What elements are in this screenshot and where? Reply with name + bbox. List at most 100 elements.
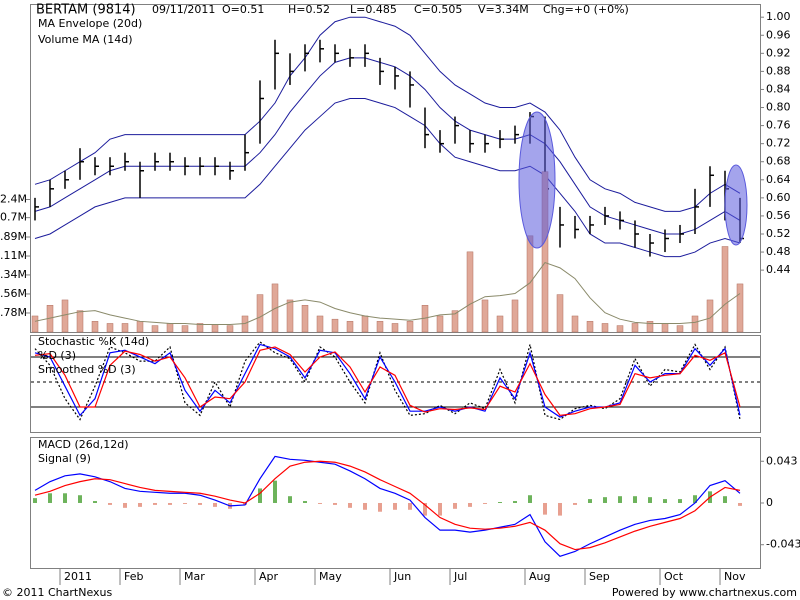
y-tick-label: 0.68 — [766, 155, 791, 168]
histogram-bar — [738, 502, 742, 506]
histogram-bar — [558, 502, 562, 516]
volume-bar — [286, 299, 294, 333]
volume-bar — [496, 315, 504, 333]
volume-bar — [61, 299, 69, 333]
volume-bar — [361, 315, 369, 333]
x-tick-label: Apr — [259, 570, 279, 583]
powered-by: Powered by www.chartnexus.com — [612, 586, 797, 599]
histogram-bar — [138, 502, 142, 507]
volume-bar — [406, 321, 414, 333]
histogram-bar — [588, 499, 592, 503]
volume-bar — [256, 294, 264, 333]
histogram-bar — [348, 502, 352, 508]
histogram-bar — [468, 502, 472, 507]
info-low: L=0.485 — [350, 3, 397, 16]
series-line — [34, 261, 741, 326]
x-tick-label: May — [319, 570, 342, 583]
y-tick-label: 0.56 — [766, 209, 791, 222]
volume-bar — [121, 323, 129, 333]
series-line — [34, 346, 741, 416]
histogram-bar — [693, 495, 697, 503]
x-tick-label: Sep — [589, 570, 610, 583]
y-tick-label: 0.60 — [766, 191, 791, 204]
histogram-bar — [318, 502, 322, 504]
histogram-bar — [633, 496, 637, 503]
volume-bar — [331, 318, 339, 333]
highlight-ellipse — [518, 111, 556, 249]
volume-bar — [196, 323, 204, 333]
volume-bar — [571, 315, 579, 333]
x-tick-label: Jun — [393, 570, 411, 583]
histogram-bar — [363, 502, 367, 510]
y-tick-label: -0.043 — [766, 538, 800, 551]
y-tick-label: 10.7M — [0, 211, 27, 224]
legend-entry: Signal (9) — [38, 452, 91, 465]
legend-entry: MA Envelope (20d) — [38, 17, 142, 30]
series-line — [34, 57, 741, 235]
y-tick-label: 1.78M — [0, 306, 27, 319]
x-tick-label: Mar — [184, 570, 205, 583]
volume-bar — [631, 323, 639, 333]
legend-entry: Smoothed %D (3) — [38, 363, 136, 376]
series-line — [34, 455, 741, 558]
y-tick-label: 0.80 — [766, 101, 791, 114]
histogram-bar — [123, 502, 127, 508]
volume-bar — [646, 321, 654, 333]
histogram-bar — [183, 502, 187, 504]
volume-bar — [451, 310, 459, 333]
histogram-bar — [723, 496, 727, 503]
volume-bar — [586, 321, 594, 333]
volume-bar — [721, 246, 729, 333]
info-change: Chg=+0 (+0%) — [543, 3, 629, 16]
histogram-bar — [273, 480, 277, 503]
y-tick-label: 0.64 — [766, 173, 791, 186]
volume-bar — [481, 299, 489, 333]
price-panel — [30, 4, 761, 333]
y-tick-label: 0.88 — [766, 64, 791, 77]
histogram-bar — [48, 493, 52, 503]
histogram-bar — [603, 497, 607, 503]
histogram-bar — [573, 502, 577, 505]
histogram-bar — [63, 493, 67, 503]
legend-entry: MACD (26d,12d) — [38, 438, 129, 451]
y-tick-label: 3.56M — [0, 287, 27, 300]
volume-bar — [346, 321, 354, 333]
y-tick-label: 0.48 — [766, 245, 791, 258]
chart-title: BERTAM (9814) — [36, 3, 136, 18]
histogram-bar — [438, 502, 442, 516]
y-tick-label: 7.11M — [0, 249, 27, 262]
legend-entry: Stochastic %K (14d) — [38, 335, 149, 348]
y-tick-label: 0.76 — [766, 119, 791, 132]
series-line — [34, 97, 741, 258]
legend-entry: Volume MA (14d) — [38, 33, 132, 46]
info-high: H=0.52 — [288, 3, 330, 16]
legend-entry: %D (3) — [38, 349, 76, 362]
histogram-bar — [663, 499, 667, 503]
histogram-bar — [93, 501, 97, 503]
histogram-bar — [378, 502, 382, 512]
histogram-bar — [543, 502, 547, 515]
volume-bar — [736, 283, 744, 333]
volume-bar — [466, 251, 474, 333]
volume-bar — [106, 323, 114, 333]
histogram-bar — [288, 496, 292, 503]
info-open: O=0.51 — [222, 3, 264, 16]
series-line — [34, 460, 741, 551]
y-tick-label: 0.043 — [766, 454, 798, 467]
histogram-bar — [108, 502, 112, 505]
histogram-bar — [618, 496, 622, 503]
histogram-bar — [168, 502, 172, 505]
histogram-bar — [648, 497, 652, 503]
histogram-bar — [453, 502, 457, 509]
histogram-bar — [213, 502, 217, 507]
y-tick-label: 0.84 — [766, 82, 791, 95]
volume-bar — [31, 315, 39, 333]
histogram-bar — [423, 502, 427, 516]
volume-bar — [91, 321, 99, 333]
x-tick-label: Feb — [124, 570, 143, 583]
volume-bar — [136, 321, 144, 333]
histogram-bar — [498, 502, 502, 503]
volume-bar — [376, 321, 384, 333]
histogram-bar — [33, 498, 37, 503]
histogram-bar — [258, 488, 262, 503]
